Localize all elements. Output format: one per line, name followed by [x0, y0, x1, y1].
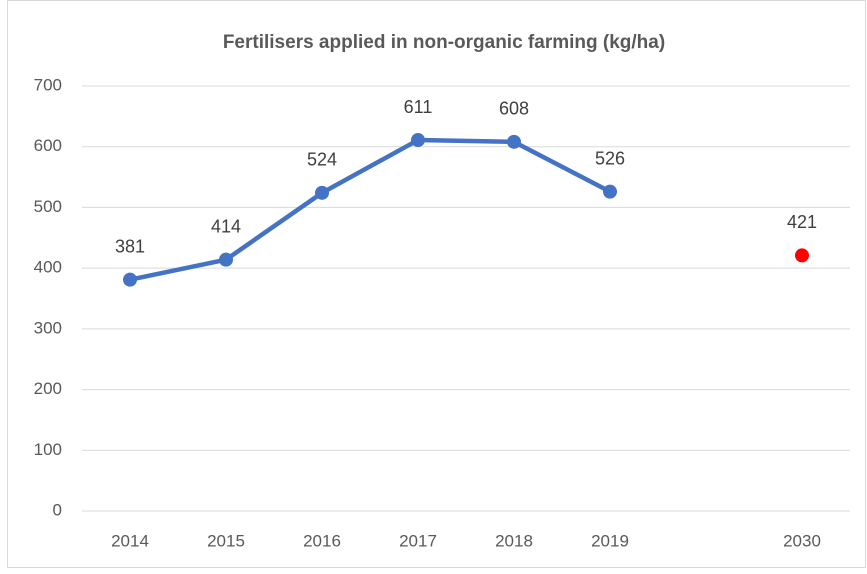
data-point — [795, 248, 809, 263]
data-point — [603, 184, 617, 199]
data-label: 381 — [115, 236, 145, 256]
data-point — [411, 133, 425, 148]
y-tick-label: 400 — [34, 258, 62, 277]
x-tick-label: 2015 — [207, 531, 245, 550]
data-label: 414 — [211, 216, 241, 236]
x-tick-label: 2019 — [591, 531, 629, 550]
y-tick-label: 0 — [53, 500, 62, 519]
data-label: 611 — [404, 97, 433, 117]
y-tick-label: 100 — [34, 440, 62, 459]
data-label: 524 — [307, 150, 337, 170]
y-tick-label: 700 — [34, 75, 62, 94]
data-point — [315, 185, 329, 200]
data-label: 421 — [787, 212, 817, 232]
x-tick-label: 2014 — [111, 531, 149, 550]
data-point — [219, 252, 233, 267]
data-label: 526 — [595, 148, 625, 168]
x-tick-label: 2017 — [399, 531, 437, 550]
data-point — [507, 134, 521, 149]
y-tick-label: 600 — [34, 136, 62, 155]
x-tick-label: 2016 — [303, 531, 341, 550]
data-point — [123, 272, 137, 287]
series-line — [127, 137, 613, 282]
y-tick-label: 300 — [34, 318, 62, 337]
y-tick-label: 200 — [34, 379, 62, 398]
data-label: 608 — [499, 99, 529, 119]
chart-frame — [7, 0, 866, 568]
y-tick-label: 500 — [34, 197, 62, 216]
x-tick-label: 2018 — [495, 531, 533, 550]
chart-title: Fertilisers applied in non-organic farmi… — [223, 32, 665, 53]
x-tick-label: 2030 — [783, 531, 821, 550]
